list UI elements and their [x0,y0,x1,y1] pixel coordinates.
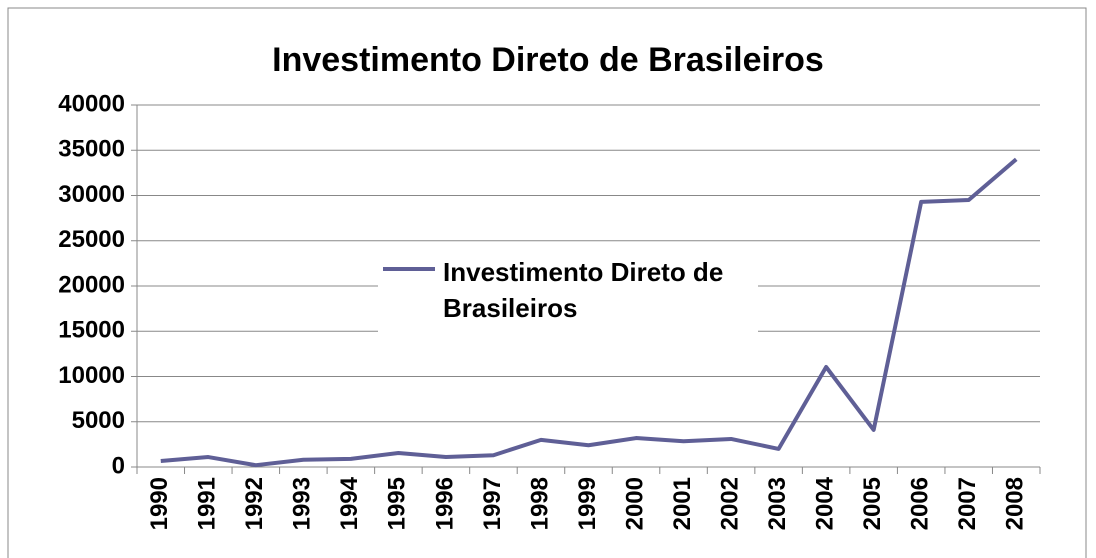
y-tick-label: 5000 [72,407,125,434]
chart-title: Investimento Direto de Brasileiros [272,41,824,79]
y-tick-label: 35000 [58,136,125,163]
marks [160,157,1018,468]
x-tick-label: 1997 [479,477,506,530]
x-tick-label: 1990 [146,477,173,530]
x-tick-label: 1998 [526,477,553,530]
x-tick-label: 2007 [954,477,981,530]
y-tick-label: 20000 [58,271,125,298]
y-tick-label: 0 [112,452,125,479]
x-tick-label: 1999 [574,477,601,530]
x-tick-label: 1995 [384,477,411,530]
y-tick-label: 15000 [58,317,125,344]
x-tick-label: 2001 [669,477,696,530]
series-line [160,157,1018,468]
x-tick-label: 2000 [621,477,648,530]
x-tick-label: 2006 [907,477,934,530]
x-tick-label: 2008 [1002,477,1029,530]
y-tick-label: 10000 [58,362,125,389]
x-tick-label: 1996 [431,477,458,530]
legend: Investimento Direto de Brasileiros [378,250,758,340]
y-tick-label: 40000 [58,90,125,117]
x-tick-label: 2003 [764,477,791,530]
grid: 0 5000 10000 15000 20000 25000 30000 35000 40000… [58,90,1041,530]
x-tick-label: 2004 [811,476,838,530]
x-tick-label: 1993 [289,477,316,530]
x-tick-label: 1994 [336,476,363,530]
x-tick-label: 1991 [194,477,221,530]
x-tick-label: 1992 [241,477,268,530]
legend-label: Investimento Direto de Brasileiros [443,257,724,323]
x-tick-label: 2002 [716,477,743,530]
y-tick-label: 30000 [58,181,125,208]
legend-swatch-box [383,267,435,271]
y-tick-label: 25000 [58,226,125,253]
x-tick-label: 2005 [859,477,886,530]
